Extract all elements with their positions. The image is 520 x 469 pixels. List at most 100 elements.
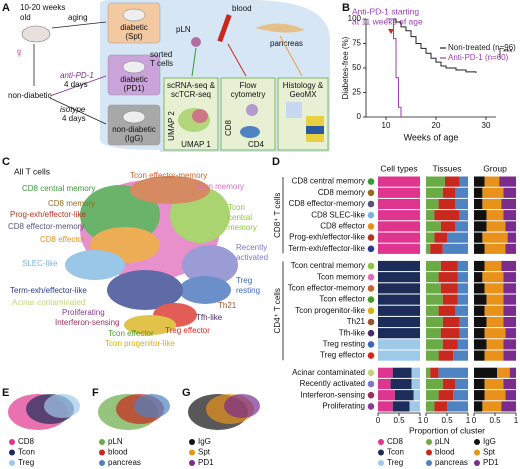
legend-dot bbox=[378, 449, 384, 456]
bar-segment bbox=[459, 176, 468, 187]
umap-region bbox=[130, 176, 210, 204]
cluster-label: Treg effector bbox=[165, 326, 210, 335]
nondiabetic-text: non-diabetic bbox=[8, 91, 52, 100]
bar-segment bbox=[378, 339, 420, 350]
group-text: (PD1) bbox=[124, 84, 145, 93]
axis-text: CD8 bbox=[224, 119, 233, 136]
row-label: Prog-exh/effector-like bbox=[289, 233, 365, 242]
days-text: 4 days bbox=[62, 114, 86, 123]
bar-segment bbox=[440, 328, 460, 339]
cluster-dot bbox=[367, 245, 375, 253]
method-text: cytometry bbox=[231, 90, 266, 99]
bar-segment bbox=[434, 401, 447, 412]
panel-label: D bbox=[272, 156, 280, 168]
cluster-dot bbox=[367, 352, 375, 359]
bar-segment bbox=[455, 378, 468, 390]
cluster-dot bbox=[367, 307, 375, 315]
cluster-dot bbox=[367, 380, 375, 388]
bar-segment bbox=[455, 198, 468, 210]
legend-label: IgG bbox=[483, 437, 496, 446]
arrow bbox=[51, 21, 107, 29]
bar-segment bbox=[474, 243, 485, 254]
bar-segment bbox=[503, 316, 516, 328]
bar-segment bbox=[474, 187, 483, 198]
bar-segment bbox=[459, 328, 468, 339]
legend-label: pLN bbox=[435, 437, 450, 446]
x-tick-label: 1 bbox=[418, 416, 423, 425]
cluster-label: Th21 bbox=[218, 301, 237, 310]
bar-segment bbox=[426, 260, 441, 272]
survival-line bbox=[386, 18, 402, 117]
y-tick-label: 75 bbox=[352, 39, 361, 48]
significance: *** bbox=[503, 48, 512, 57]
bar-segment bbox=[438, 390, 454, 401]
legend-dot bbox=[426, 439, 432, 445]
legend-label: pancreas bbox=[108, 458, 141, 467]
bar-segment bbox=[378, 176, 420, 187]
method-text: Flow bbox=[240, 81, 257, 90]
cluster-dot bbox=[367, 178, 375, 185]
panel-header: Group bbox=[483, 163, 507, 173]
bar-segment bbox=[474, 232, 483, 243]
legend-dot bbox=[99, 449, 105, 456]
cluster-dot bbox=[367, 234, 375, 241]
umap-region bbox=[107, 270, 183, 310]
bar-segment bbox=[484, 390, 506, 401]
row-label: Tcon effector bbox=[319, 295, 365, 304]
cluster-label: Tcon bbox=[228, 203, 245, 212]
x-axis-title: Proportion of cluster bbox=[409, 425, 485, 435]
bar-segment bbox=[444, 176, 460, 187]
group-box bbox=[107, 104, 161, 146]
y-tick-label: 50 bbox=[352, 63, 361, 72]
bar-segment bbox=[503, 187, 516, 198]
legend-dot bbox=[189, 449, 195, 456]
x-tick-label: 0.5 bbox=[489, 416, 501, 425]
bar-segment bbox=[434, 232, 447, 243]
bar-segment bbox=[501, 260, 516, 272]
bar-segment bbox=[482, 232, 508, 243]
legend-label: Tcon bbox=[387, 448, 404, 457]
legend-label: blood bbox=[108, 448, 128, 457]
cluster-dot bbox=[367, 369, 375, 377]
bar-segment bbox=[438, 272, 458, 283]
row-label: Acinar contaminated bbox=[292, 368, 365, 377]
legend-label: CD8 bbox=[387, 437, 404, 446]
x-tick-label: 1 bbox=[514, 416, 519, 425]
cluster-label: Tcon memory bbox=[196, 182, 244, 191]
umap-region bbox=[134, 394, 170, 418]
group-text: (IgG) bbox=[125, 134, 144, 143]
bar-segment bbox=[455, 305, 468, 316]
bar-segment bbox=[378, 272, 420, 283]
umap-cloud bbox=[65, 176, 238, 335]
bar-segment bbox=[484, 176, 500, 187]
cluster-dot bbox=[367, 341, 375, 348]
annotation: Anti-PD-1 starting bbox=[352, 6, 419, 16]
umap-region bbox=[224, 394, 260, 418]
bar-segment bbox=[503, 210, 516, 221]
x-tick-label: 0 bbox=[472, 416, 477, 425]
row-label: CD8 effector-memory bbox=[289, 199, 365, 208]
cluster-dot bbox=[367, 403, 375, 410]
bar-segment bbox=[378, 260, 420, 272]
bar-segment bbox=[484, 350, 504, 361]
bar-segment bbox=[442, 378, 456, 390]
legend-label: pLN bbox=[108, 437, 123, 446]
axis-text: UMAP 2 bbox=[167, 111, 176, 141]
bar-segment bbox=[411, 367, 420, 378]
arrow bbox=[49, 97, 107, 125]
legend-label: PD1 bbox=[483, 458, 499, 467]
cluster-dot bbox=[367, 262, 375, 270]
cluster-label: Tcon effector-memory bbox=[130, 171, 207, 180]
bar-segment bbox=[455, 187, 468, 198]
x-axis-title: Weeks of age bbox=[404, 132, 459, 142]
umap-region bbox=[182, 245, 238, 285]
group-box bbox=[107, 2, 161, 44]
bar-segment bbox=[426, 305, 439, 316]
bar-segment bbox=[394, 390, 414, 401]
bar-segment bbox=[503, 272, 516, 283]
bar-segment bbox=[484, 260, 502, 272]
bar-segment bbox=[426, 390, 439, 401]
cluster-label: CD8 memory bbox=[48, 199, 95, 208]
